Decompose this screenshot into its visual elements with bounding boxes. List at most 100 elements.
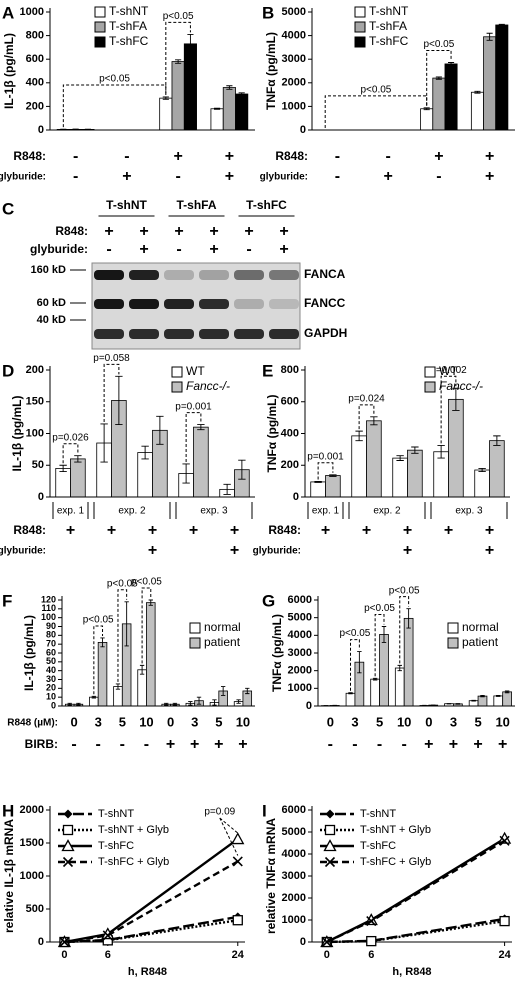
panel-label: H bbox=[2, 801, 14, 820]
panel-label: D bbox=[2, 361, 14, 380]
condition-label: glyburide: bbox=[0, 172, 46, 183]
group-bracket bbox=[175, 502, 253, 519]
error-bar bbox=[115, 683, 121, 690]
condition-sign: + bbox=[498, 736, 507, 753]
annotation: p<0.05 bbox=[389, 585, 420, 596]
bar bbox=[325, 475, 341, 498]
legend-label: T-shFC bbox=[360, 840, 396, 852]
marker bbox=[324, 856, 336, 868]
significance-bracket bbox=[350, 639, 360, 691]
condition-sign: - bbox=[120, 736, 125, 753]
condition-sign: - bbox=[352, 736, 357, 753]
legend-label: T-shFC bbox=[369, 34, 409, 48]
bar bbox=[366, 420, 382, 498]
bar bbox=[193, 426, 209, 498]
y-axis-label: IL-1β (pg/mL) bbox=[10, 396, 24, 472]
significance-bracket bbox=[141, 587, 152, 664]
annotation: p<0.05 bbox=[107, 578, 138, 589]
error-bar bbox=[236, 699, 241, 704]
blot-band bbox=[94, 329, 124, 339]
x-tick-label: 24 bbox=[498, 949, 511, 961]
condition-sign: + bbox=[230, 542, 239, 559]
significance-bracket bbox=[165, 21, 191, 95]
legend-label: Fancc-/- bbox=[439, 379, 483, 393]
error-bar bbox=[245, 687, 250, 695]
y-tick-label: 800 bbox=[281, 364, 299, 376]
bar bbox=[222, 87, 236, 131]
blot-band bbox=[234, 329, 264, 339]
y-tick-label: 600 bbox=[281, 396, 299, 408]
condition-sign: 3 bbox=[450, 714, 457, 729]
error-bar bbox=[100, 423, 108, 463]
legend-swatch bbox=[94, 21, 106, 33]
blot-row-label: glyburide: bbox=[30, 242, 88, 256]
condition-sign: + bbox=[214, 736, 223, 753]
y-tick-label: 0 bbox=[300, 936, 306, 948]
legend-swatch bbox=[354, 36, 366, 48]
y-axis-label: IL-1β (pg/mL) bbox=[2, 33, 16, 109]
y-tick-label: 4000 bbox=[282, 30, 306, 42]
panel-label: A bbox=[2, 3, 14, 22]
panel-label: I bbox=[262, 801, 267, 820]
y-axis-label: TNFα (pg/mL) bbox=[270, 614, 284, 692]
condition-sign: + bbox=[189, 522, 198, 539]
panel-label: F bbox=[2, 591, 12, 610]
condition-sign: - bbox=[328, 736, 333, 753]
legend-label: T-shNT bbox=[360, 808, 396, 820]
y-tick-label: 600 bbox=[26, 53, 44, 65]
x-tick-label: 0 bbox=[324, 949, 330, 961]
blot-membrane bbox=[91, 262, 301, 350]
y-tick-label: 120 bbox=[41, 594, 56, 604]
condition-sign: + bbox=[434, 148, 443, 165]
annotation: p<0.05 bbox=[99, 74, 130, 85]
y-tick-label: 6000 bbox=[282, 804, 306, 816]
bar bbox=[495, 24, 509, 131]
group-bracket bbox=[307, 502, 344, 519]
group-label: exp. 2 bbox=[373, 506, 401, 517]
blot-sign: + bbox=[209, 223, 218, 240]
bar bbox=[474, 469, 490, 498]
y-tick-label: 70 bbox=[46, 639, 56, 649]
condition-sign: - bbox=[73, 148, 78, 165]
significance-bracket bbox=[324, 95, 428, 128]
error-bar bbox=[188, 701, 193, 706]
bar bbox=[420, 108, 434, 131]
bar bbox=[407, 449, 423, 498]
legend-swatch bbox=[424, 366, 436, 378]
legend-label: T-shFA bbox=[109, 19, 147, 33]
condition-sign: + bbox=[148, 542, 157, 559]
y-tick-label: 1000 bbox=[20, 6, 44, 18]
y-tick-label: 6000 bbox=[288, 594, 312, 606]
bar bbox=[171, 61, 185, 131]
error-bar bbox=[156, 415, 164, 445]
error-bar bbox=[406, 608, 411, 629]
bar bbox=[370, 678, 380, 707]
significance-bracket bbox=[103, 363, 120, 422]
bar bbox=[489, 440, 505, 498]
legend-swatch bbox=[189, 637, 201, 649]
blot-marker-label: 60 kD bbox=[37, 297, 66, 309]
error-bar bbox=[59, 464, 67, 473]
group-bracket bbox=[348, 502, 426, 519]
bar bbox=[351, 435, 367, 498]
legend-label: T-shNT bbox=[369, 4, 409, 18]
y-tick-label: 0 bbox=[38, 936, 44, 948]
annotation: p<0.05 bbox=[163, 11, 194, 22]
legend-swatch bbox=[354, 21, 366, 33]
error-bar bbox=[448, 62, 455, 66]
significance-bracket bbox=[426, 50, 452, 106]
condition-sign: + bbox=[321, 522, 330, 539]
legend-swatch bbox=[171, 381, 183, 393]
error-bar bbox=[187, 33, 194, 54]
bar bbox=[146, 602, 156, 707]
legend-swatch bbox=[447, 622, 459, 634]
legend-swatch bbox=[94, 6, 106, 18]
error-bar bbox=[496, 694, 501, 697]
x-tick-label: 0 bbox=[61, 949, 67, 961]
blot-band-label: FANCA bbox=[304, 267, 346, 281]
marker bbox=[231, 832, 245, 845]
legend-label: normal bbox=[462, 620, 499, 634]
error-bar bbox=[314, 480, 322, 483]
annotation: p<0.05 bbox=[340, 628, 371, 639]
